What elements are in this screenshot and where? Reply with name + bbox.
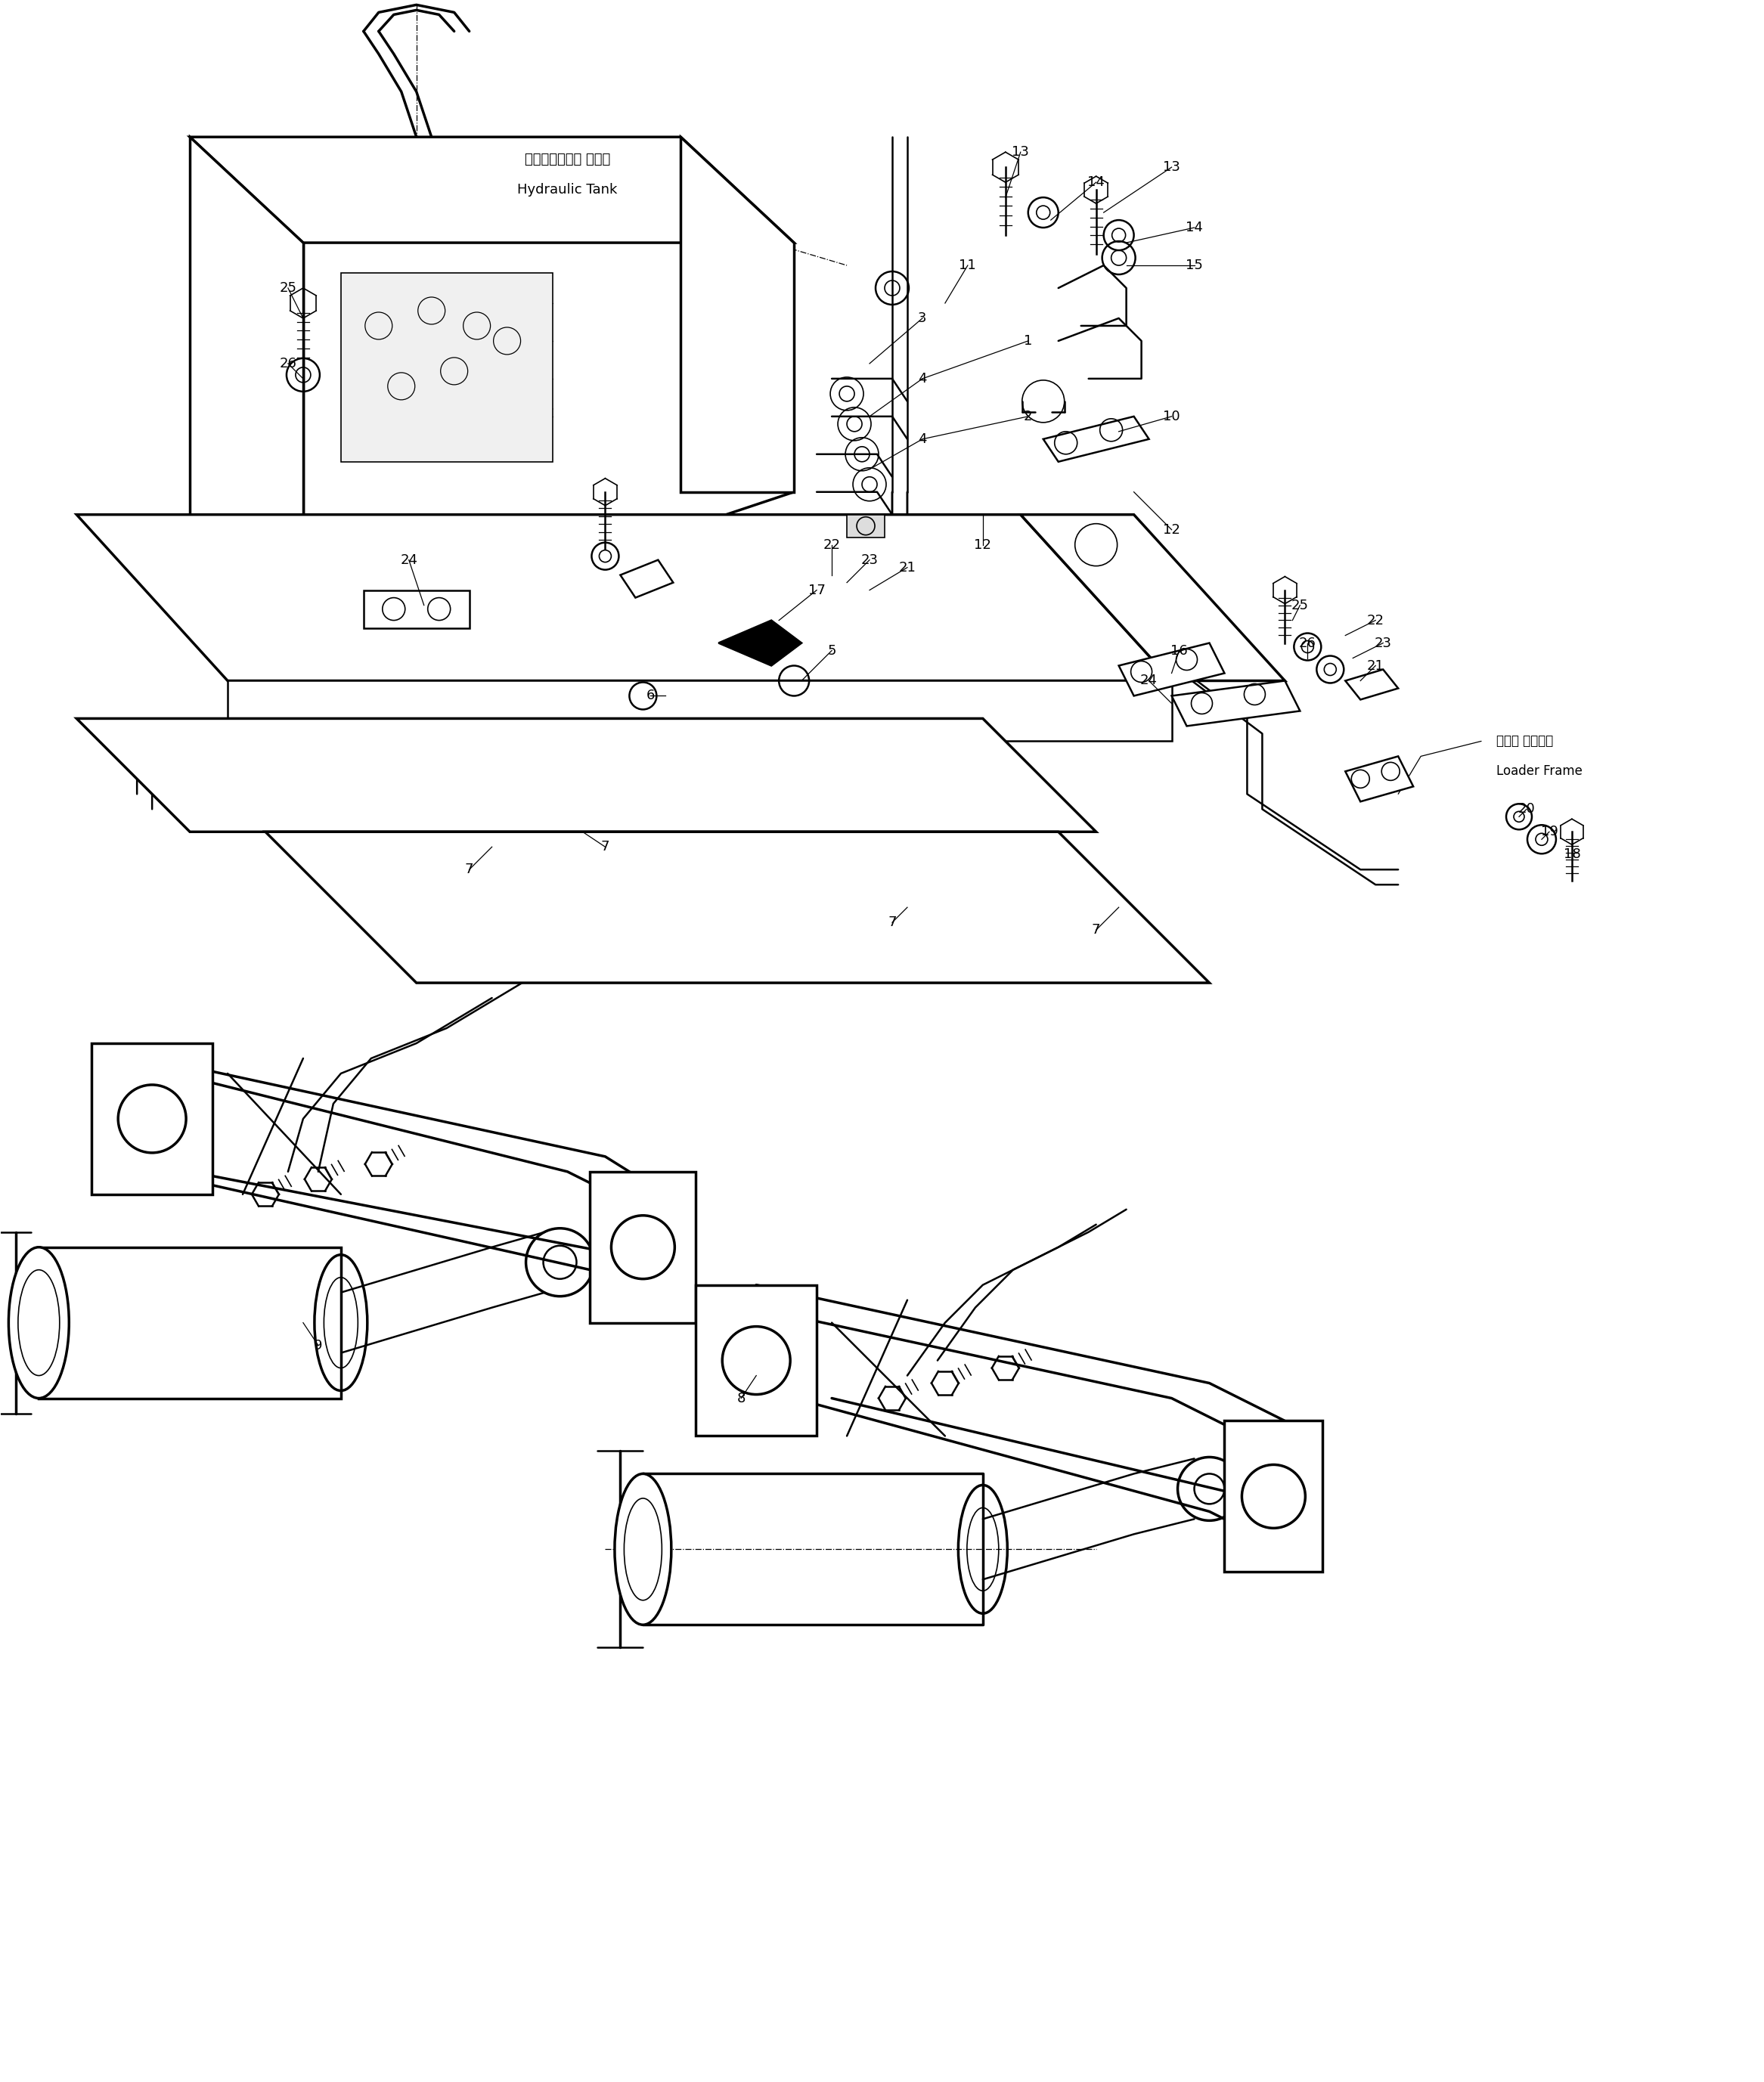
Polygon shape [1224,1420,1323,1572]
Text: 13: 13 [1013,146,1028,158]
Ellipse shape [9,1247,69,1399]
Text: 9: 9 [314,1339,323,1351]
Text: 24: 24 [1140,675,1157,687]
Text: 2: 2 [1023,410,1032,423]
Text: 14: 14 [1185,221,1203,235]
Polygon shape [76,514,1171,681]
Polygon shape [621,560,674,598]
Polygon shape [681,137,794,491]
Polygon shape [847,514,884,537]
Text: 7: 7 [602,841,610,854]
Text: 8: 8 [737,1391,746,1405]
Text: 5: 5 [827,643,836,658]
Text: 3: 3 [917,312,926,325]
Polygon shape [718,620,801,666]
Text: 25: 25 [1291,598,1309,612]
Polygon shape [228,681,1171,741]
Text: 4: 4 [917,433,926,446]
Text: 19: 19 [1540,824,1558,839]
Text: 14: 14 [1087,175,1104,189]
Polygon shape [191,137,794,244]
Text: Hydraulic Tank: Hydraulic Tank [517,183,617,196]
Text: 18: 18 [1563,847,1581,862]
Polygon shape [1346,670,1399,700]
Text: 7: 7 [887,916,896,929]
Text: ローダ フレーム: ローダ フレーム [1496,735,1554,747]
Polygon shape [591,1172,695,1322]
Text: 23: 23 [1374,637,1392,650]
Text: 4: 4 [917,373,926,385]
Text: 12: 12 [1162,523,1180,537]
Polygon shape [191,137,303,529]
Text: 17: 17 [808,583,826,598]
Polygon shape [1171,681,1300,727]
Polygon shape [76,718,1095,833]
Text: 15: 15 [1185,258,1203,273]
Text: 11: 11 [960,258,975,273]
Polygon shape [1118,643,1224,695]
Polygon shape [363,589,469,629]
Text: 7: 7 [466,862,473,877]
Text: 22: 22 [824,537,840,552]
Text: Loader Frame: Loader Frame [1496,764,1582,779]
Text: 21: 21 [1367,658,1385,672]
Text: 7: 7 [1092,922,1101,937]
Text: 13: 13 [1162,160,1180,175]
Text: 16: 16 [1171,643,1187,658]
Text: 12: 12 [974,537,991,552]
Text: 24: 24 [400,554,418,566]
Text: 1: 1 [1023,333,1032,348]
Polygon shape [1346,756,1413,802]
Polygon shape [39,1247,340,1399]
Text: 21: 21 [898,560,916,575]
Text: ハイドロリック タンク: ハイドロリック タンク [524,152,610,167]
Ellipse shape [614,1474,672,1624]
Text: 25: 25 [279,281,296,296]
Text: 20: 20 [1519,802,1535,816]
Polygon shape [92,1043,212,1195]
Text: 23: 23 [861,554,878,566]
Text: 26: 26 [1298,637,1316,650]
Text: 6: 6 [646,689,654,702]
Polygon shape [265,833,1210,983]
Text: 10: 10 [1162,410,1180,423]
Polygon shape [1021,514,1284,681]
Text: 26: 26 [279,356,296,371]
Polygon shape [340,273,552,462]
Text: 22: 22 [1367,614,1385,627]
Polygon shape [695,1285,817,1437]
Polygon shape [1043,416,1148,462]
